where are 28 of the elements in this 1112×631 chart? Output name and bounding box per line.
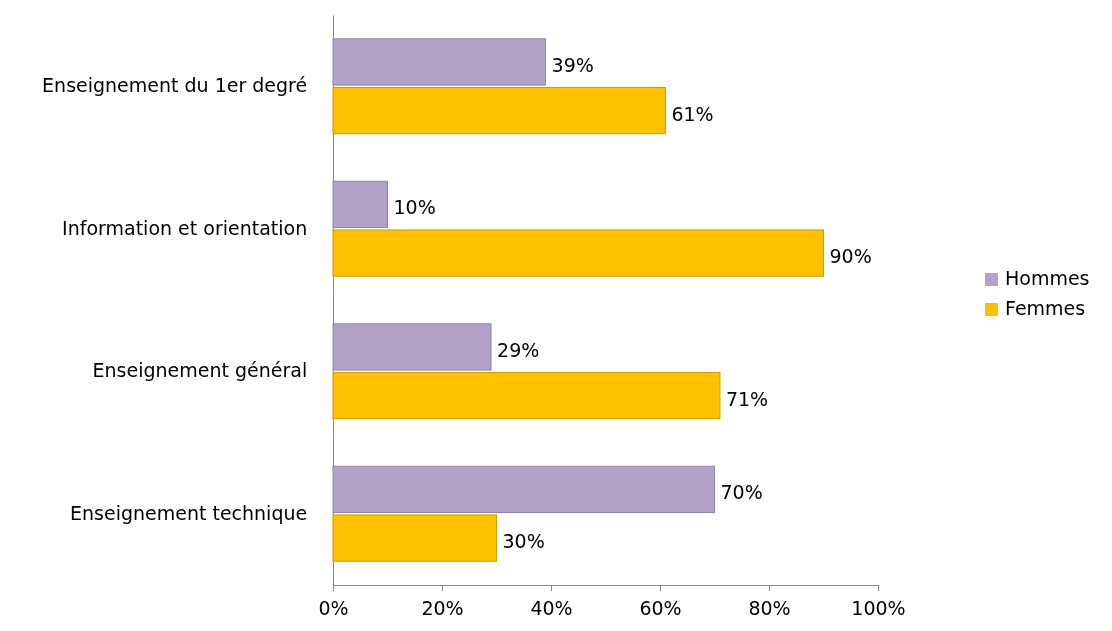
- data-label: 90%: [829, 245, 872, 268]
- data-label: 29%: [497, 338, 540, 361]
- x-tick-label: 80%: [748, 596, 791, 619]
- legend-label: Femmes: [1005, 297, 1086, 319]
- data-label: 70%: [720, 481, 763, 504]
- x-tick-label: 20%: [421, 596, 464, 619]
- bar: [332, 38, 547, 86]
- data-label: 61%: [671, 102, 714, 125]
- data-label: 30%: [502, 530, 545, 553]
- y-tick-label: Enseignement général: [92, 359, 308, 382]
- y-tick-label: Enseignement technique: [70, 501, 308, 524]
- bar: [332, 371, 721, 420]
- x-tick-label: 60%: [639, 596, 682, 619]
- data-label: 39%: [551, 53, 594, 76]
- bar: [332, 229, 824, 277]
- x-tick-label: 40%: [530, 596, 573, 619]
- bar: [332, 180, 388, 229]
- x-tick-label: 0%: [318, 596, 349, 619]
- y-tick-label: Information et orientation: [62, 216, 308, 239]
- y-tick-label: Enseignement du 1er degré: [42, 74, 308, 97]
- bar: [332, 323, 492, 371]
- data-label: 71%: [725, 387, 769, 410]
- bar: [332, 86, 666, 135]
- data-label: 10%: [393, 196, 436, 219]
- bar: [332, 514, 497, 562]
- x-tick-label: 100%: [851, 596, 906, 619]
- legend-label: Hommes: [1005, 267, 1090, 289]
- bar: [332, 465, 715, 514]
